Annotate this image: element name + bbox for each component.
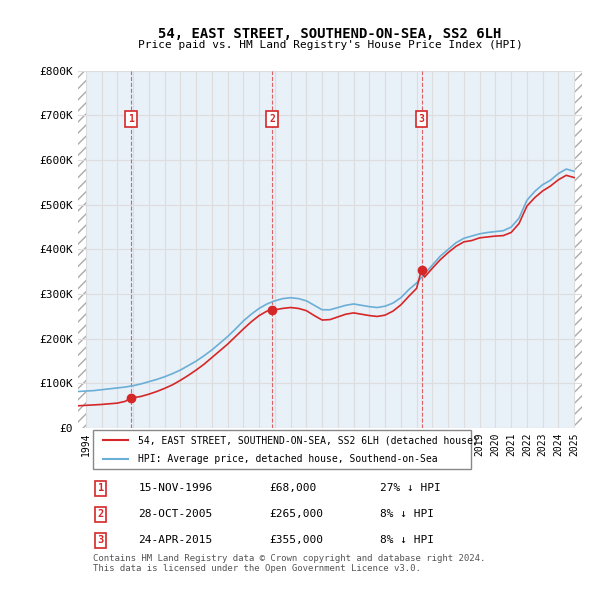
- Text: 1: 1: [98, 483, 104, 493]
- FancyBboxPatch shape: [93, 430, 471, 469]
- Text: 54, EAST STREET, SOUTHEND-ON-SEA, SS2 6LH: 54, EAST STREET, SOUTHEND-ON-SEA, SS2 6L…: [158, 27, 502, 41]
- Text: 3: 3: [98, 535, 104, 545]
- Text: 8% ↓ HPI: 8% ↓ HPI: [380, 509, 434, 519]
- Text: £265,000: £265,000: [269, 509, 323, 519]
- Text: 54, EAST STREET, SOUTHEND-ON-SEA, SS2 6LH (detached house): 54, EAST STREET, SOUTHEND-ON-SEA, SS2 6L…: [139, 435, 479, 445]
- Text: 2: 2: [98, 509, 104, 519]
- Text: £68,000: £68,000: [269, 483, 317, 493]
- Text: 1: 1: [128, 114, 134, 124]
- Text: 2: 2: [269, 114, 275, 124]
- Text: 15-NOV-1996: 15-NOV-1996: [139, 483, 213, 493]
- Text: Contains HM Land Registry data © Crown copyright and database right 2024.
This d: Contains HM Land Registry data © Crown c…: [93, 554, 485, 573]
- Text: HPI: Average price, detached house, Southend-on-Sea: HPI: Average price, detached house, Sout…: [139, 454, 438, 464]
- Text: 28-OCT-2005: 28-OCT-2005: [139, 509, 213, 519]
- Text: 8% ↓ HPI: 8% ↓ HPI: [380, 535, 434, 545]
- Text: 27% ↓ HPI: 27% ↓ HPI: [380, 483, 441, 493]
- Text: £355,000: £355,000: [269, 535, 323, 545]
- Text: Price paid vs. HM Land Registry's House Price Index (HPI): Price paid vs. HM Land Registry's House …: [137, 40, 523, 50]
- Text: 24-APR-2015: 24-APR-2015: [139, 535, 213, 545]
- Text: 3: 3: [419, 114, 424, 124]
